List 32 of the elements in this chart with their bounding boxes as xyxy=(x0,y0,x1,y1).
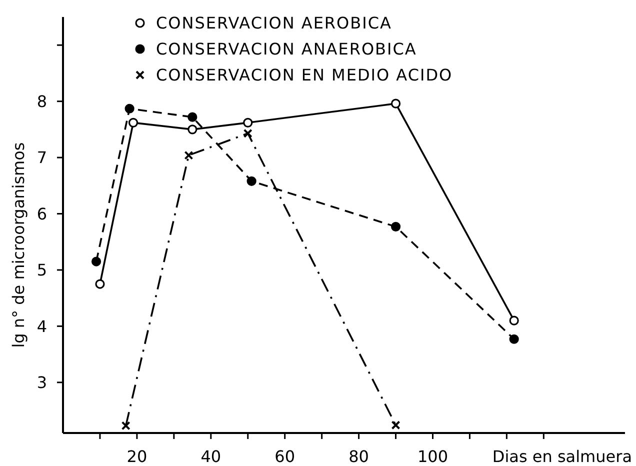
x-tick-label: 40 xyxy=(200,447,222,466)
point xyxy=(188,112,198,122)
y-tick-label: 6 xyxy=(36,204,47,224)
y-tick-label: 5 xyxy=(36,260,47,280)
y-axis-title: lg n° de microorganismos xyxy=(9,142,28,348)
point xyxy=(390,98,401,108)
x-tick-label: 20 xyxy=(126,447,148,466)
point xyxy=(124,104,134,114)
x-tick-label: 100 xyxy=(417,447,448,466)
legend-label: CONSERVACION ANAEROBICA xyxy=(156,40,417,59)
point xyxy=(390,222,401,232)
x-tick-label: 80 xyxy=(348,447,369,466)
legend-label: CONSERVACION EN MEDIO ACIDO xyxy=(156,66,453,85)
point xyxy=(509,316,519,326)
y-tick-label: 3 xyxy=(36,373,47,392)
point xyxy=(184,150,194,160)
point xyxy=(91,256,102,266)
y-tick-label: 8 xyxy=(36,92,47,111)
point xyxy=(95,279,105,289)
point xyxy=(391,420,400,430)
legend-label: CONSERVACION AEROBICA xyxy=(156,14,392,33)
point xyxy=(188,124,198,134)
point xyxy=(246,176,256,186)
y-tick-label: 7 xyxy=(36,148,47,168)
point xyxy=(243,118,253,128)
x-axis-title: Dias en salmuera xyxy=(492,447,632,466)
point xyxy=(128,118,138,128)
x-tick-label: 60 xyxy=(274,447,296,466)
point xyxy=(121,421,130,430)
point xyxy=(509,334,519,344)
y-tick-label: 4 xyxy=(36,316,47,336)
point xyxy=(243,128,252,138)
